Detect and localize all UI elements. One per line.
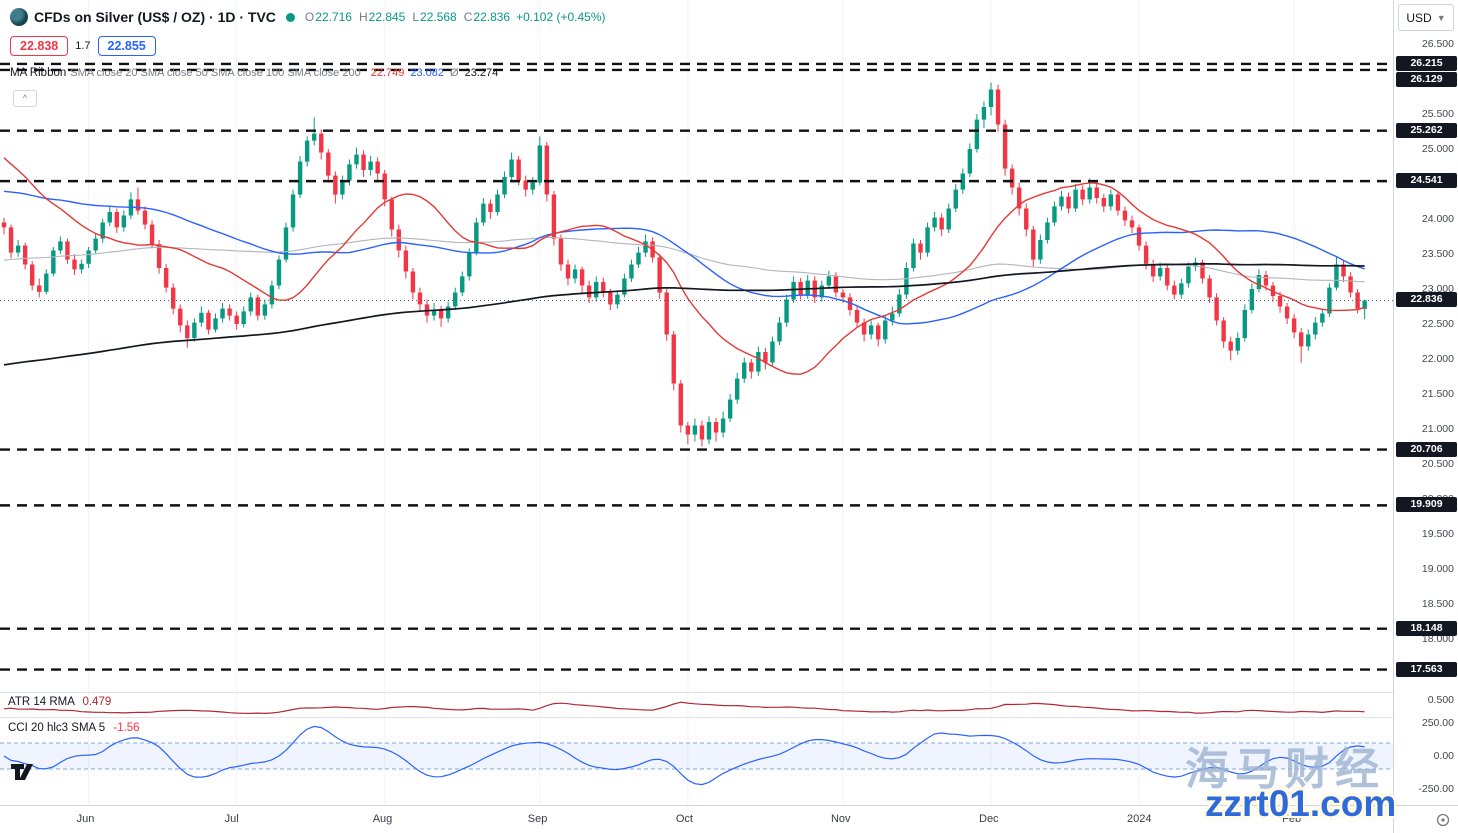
symbol-logo-icon <box>10 8 28 26</box>
target-icon[interactable] <box>1435 812 1451 833</box>
ma-ribbon-value: 23.082 <box>410 67 445 79</box>
chart-area: CFDs on Silver (US$ / OZ) · 1D · TVC O22… <box>0 0 1397 833</box>
time-axis-label: 2024 <box>1127 813 1152 825</box>
time-axis-label: Feb <box>1282 813 1302 825</box>
indicator-axis-label: 0.00 <box>1433 750 1454 762</box>
chevron-down-icon: ▼ <box>1436 12 1446 23</box>
indicator-axis-label: 0.500 <box>1427 693 1454 706</box>
key-level-label: 17.563 <box>1396 661 1457 677</box>
time-axis-label: Jun <box>76 813 95 825</box>
current-price-label: 22.836 <box>1396 292 1457 308</box>
key-level-label: 24.541 <box>1396 173 1457 189</box>
ma-ribbon-value: 22.749 <box>370 67 405 79</box>
currency-label: USD <box>1406 10 1432 25</box>
time-axis-label: Dec <box>979 813 999 825</box>
change-value: +0.102 (+0.45%) <box>516 10 606 24</box>
atr-label: ATR 14 RMA <box>8 696 75 708</box>
price-tick-label: 23.000 <box>1421 283 1454 295</box>
atr-line <box>3 701 1365 715</box>
price-tick-label: 19.000 <box>1421 563 1454 575</box>
price-tick-label: 20.500 <box>1421 458 1454 470</box>
sma200-line <box>3 262 1365 366</box>
cci-value: -1.56 <box>113 722 140 734</box>
symbol-header: CFDs on Silver (US$ / OZ) · 1D · TVC O22… <box>10 8 606 26</box>
time-axis-label: Jul <box>224 813 239 825</box>
key-level-label: 26.215 <box>1396 55 1457 71</box>
price-tick-label: 25.500 <box>1421 108 1454 120</box>
cci-legend[interactable]: CCI 20 hlc3 SMA 5 -1.56 <box>8 722 140 734</box>
price-tick-label: 24.000 <box>1421 213 1454 225</box>
price-axis[interactable]: USD ▼ 26.50026.00025.50025.00024.00023.5… <box>1393 0 1458 833</box>
price-tick-label: 18.000 <box>1421 633 1454 645</box>
key-level-label: 26.129 <box>1396 71 1457 87</box>
sell-button[interactable]: 22.838 <box>10 36 69 56</box>
price-tick-label: 21.500 <box>1421 388 1454 400</box>
indicator-axis-label: -250.00 <box>1418 783 1454 795</box>
ma-ribbon-values: 22.749 23.082 Ø 23.274 <box>365 67 499 79</box>
ma-ribbon-params: SMA close 20 SMA close 50 SMA close 100 … <box>70 67 361 79</box>
indicator-axis-label: 250.00 <box>1421 717 1454 729</box>
atr-value: 0.479 <box>82 696 112 708</box>
key-level-label: 18.148 <box>1396 620 1457 636</box>
market-status-dot-icon <box>285 12 295 22</box>
price-tick-label: 22.000 <box>1421 353 1454 365</box>
price-tick-label: 19.500 <box>1421 528 1454 540</box>
candles-layer <box>1 82 1367 447</box>
atr-legend[interactable]: ATR 14 RMA 0.479 <box>8 696 111 708</box>
time-axis[interactable]: Jun Jul Aug Sep Oct Nov Dec 2024 Feb <box>0 805 1393 833</box>
key-level-label: 19.909 <box>1396 497 1457 513</box>
trade-buttons: 22.838 1.7 22.855 <box>10 36 156 56</box>
sma20-line <box>3 157 1365 375</box>
buy-button[interactable]: 22.855 <box>97 36 156 56</box>
ohlc-values: O22.716 H22.845 L22.568 C22.836 <box>304 10 511 24</box>
cci-label: CCI 20 hlc3 SMA 5 <box>8 722 106 734</box>
cci-line <box>3 725 1365 786</box>
price-tick-label: 26.500 <box>1421 38 1454 50</box>
watermark-brand: 海马财经 <box>1185 745 1385 794</box>
price-tick-label: 21.000 <box>1421 423 1454 435</box>
key-level-label: 25.262 <box>1396 122 1457 138</box>
axis-corner <box>1394 805 1458 833</box>
price-chart[interactable] <box>0 0 1393 805</box>
price-tick-label: 18.500 <box>1421 598 1454 610</box>
ma-ribbon-title: MA Ribbon <box>10 67 67 79</box>
sma50-line <box>3 190 1365 325</box>
watermark-url: zzrt01.com <box>1205 783 1397 824</box>
time-axis-label: Oct <box>675 813 693 825</box>
time-axis-label: Nov <box>830 813 851 825</box>
legend-collapse-button[interactable]: ^ <box>13 90 37 107</box>
spread-value: 1.7 <box>75 40 91 52</box>
ma-ribbon-value: Ø <box>450 67 459 79</box>
symbol-title[interactable]: CFDs on Silver (US$ / OZ) · 1D · TVC <box>34 9 276 25</box>
ma-ribbon-value: 23.274 <box>464 67 499 79</box>
ma-ribbon-legend[interactable]: MA Ribbon SMA close 20 SMA close 50 SMA … <box>10 67 498 79</box>
price-tick-label: 23.500 <box>1421 248 1454 260</box>
price-tick-label: 22.500 <box>1421 318 1454 330</box>
price-tick-label: 25.000 <box>1421 143 1454 155</box>
currency-selector[interactable]: USD ▼ <box>1398 4 1454 31</box>
price-axis-labels: 26.50026.00025.50025.00024.00023.50023.0… <box>1394 0 1458 833</box>
time-axis-label: Aug <box>372 813 393 825</box>
time-axis-label: Sep <box>527 813 548 825</box>
cci-band <box>0 743 1393 769</box>
key-level-label: 20.706 <box>1396 441 1457 457</box>
tradingview-logo-icon[interactable] <box>10 762 40 787</box>
